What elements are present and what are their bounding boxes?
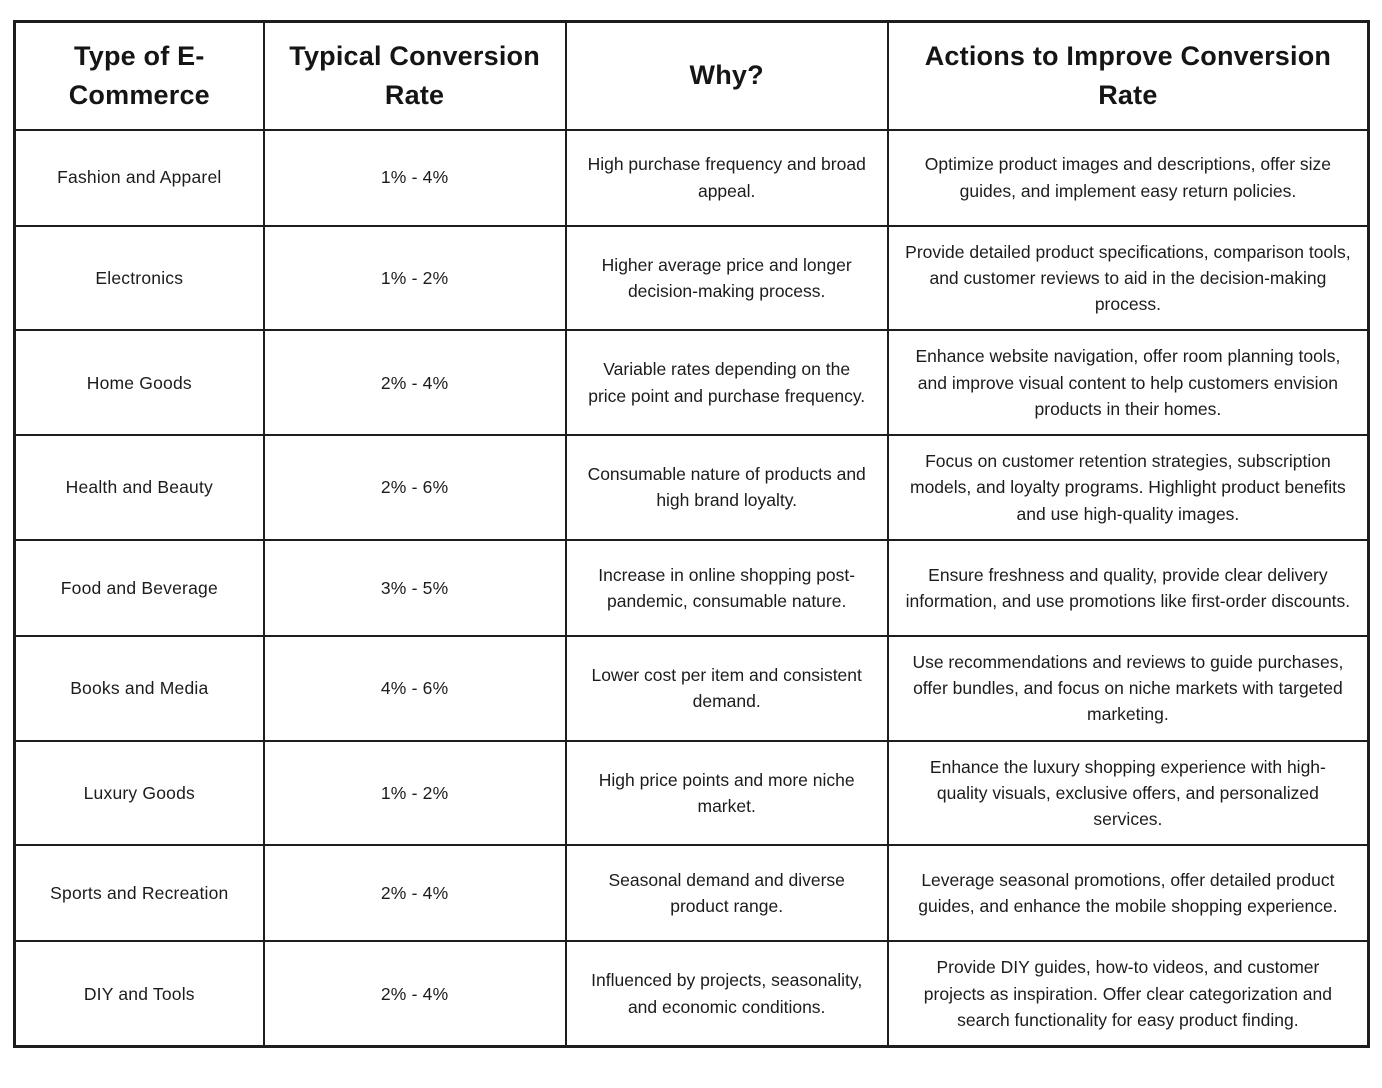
cell-actions: Focus on customer retention strategies, … <box>886 434 1370 541</box>
cell-why: High price points and more niche market. <box>564 739 889 847</box>
table-row: DIY and Tools 2% - 4% Influenced by proj… <box>13 940 1370 1048</box>
cell-rate: 2% - 6% <box>262 434 567 541</box>
cell-type: Books and Media <box>13 634 265 742</box>
cell-actions: Use recommendations and reviews to guide… <box>886 634 1370 742</box>
cell-type: Sports and Recreation <box>13 844 265 943</box>
cell-why: Consumable nature of products and high b… <box>564 434 889 541</box>
cell-actions: Provide DIY guides, how-to videos, and c… <box>886 940 1370 1048</box>
cell-actions: Leverage seasonal promotions, offer deta… <box>886 844 1370 943</box>
cell-rate: 3% - 5% <box>262 538 567 637</box>
cell-type: Health and Beauty <box>13 434 265 541</box>
cell-actions: Enhance website navigation, offer room p… <box>886 329 1370 436</box>
cell-type: Electronics <box>13 224 265 332</box>
cell-type: Luxury Goods <box>13 739 265 847</box>
cell-type: DIY and Tools <box>13 940 265 1048</box>
cell-rate: 1% - 2% <box>262 739 567 847</box>
table-row: Electronics 1% - 2% Higher average price… <box>13 224 1370 332</box>
table-row: Home Goods 2% - 4% Variable rates depend… <box>13 329 1370 436</box>
cell-why: Increase in online shopping post-pandemi… <box>564 538 889 637</box>
table-row: Books and Media 4% - 6% Lower cost per i… <box>13 634 1370 742</box>
table-row: Health and Beauty 2% - 6% Consumable nat… <box>13 434 1370 541</box>
cell-why: Higher average price and longer decision… <box>564 224 889 332</box>
cell-why: Variable rates depending on the price po… <box>564 329 889 436</box>
cell-actions: Provide detailed product specifications,… <box>886 224 1370 332</box>
table-header: Type of E-Commerce Typical Conversion Ra… <box>13 20 1370 131</box>
cell-type: Home Goods <box>13 329 265 436</box>
table-body: Fashion and Apparel 1% - 4% High purchas… <box>13 128 1370 1048</box>
header-row: Type of E-Commerce Typical Conversion Ra… <box>13 20 1370 131</box>
ecommerce-conversion-table: Type of E-Commerce Typical Conversion Ra… <box>13 20 1370 1048</box>
cell-rate: 1% - 2% <box>262 224 567 332</box>
cell-why: Influenced by projects, seasonality, and… <box>564 940 889 1048</box>
table-row: Sports and Recreation 2% - 4% Seasonal d… <box>13 844 1370 943</box>
cell-actions: Ensure freshness and quality, provide cl… <box>886 538 1370 637</box>
cell-type: Food and Beverage <box>13 538 265 637</box>
column-header-type: Type of E-Commerce <box>13 20 265 131</box>
cell-why: High purchase frequency and broad appeal… <box>564 128 889 227</box>
column-header-rate: Typical Conversion Rate <box>262 20 567 131</box>
cell-type: Fashion and Apparel <box>13 128 265 227</box>
cell-actions: Enhance the luxury shopping experience w… <box>886 739 1370 847</box>
column-header-actions: Actions to Improve Conversion Rate <box>886 20 1370 131</box>
cell-rate: 1% - 4% <box>262 128 567 227</box>
table-row: Fashion and Apparel 1% - 4% High purchas… <box>13 128 1370 227</box>
table-row: Luxury Goods 1% - 2% High price points a… <box>13 739 1370 847</box>
cell-rate: 2% - 4% <box>262 844 567 943</box>
cell-rate: 2% - 4% <box>262 940 567 1048</box>
cell-why: Seasonal demand and diverse product rang… <box>564 844 889 943</box>
column-header-why: Why? <box>564 20 889 131</box>
cell-rate: 2% - 4% <box>262 329 567 436</box>
cell-rate: 4% - 6% <box>262 634 567 742</box>
cell-why: Lower cost per item and consistent deman… <box>564 634 889 742</box>
cell-actions: Optimize product images and descriptions… <box>886 128 1370 227</box>
table-row: Food and Beverage 3% - 5% Increase in on… <box>13 538 1370 637</box>
